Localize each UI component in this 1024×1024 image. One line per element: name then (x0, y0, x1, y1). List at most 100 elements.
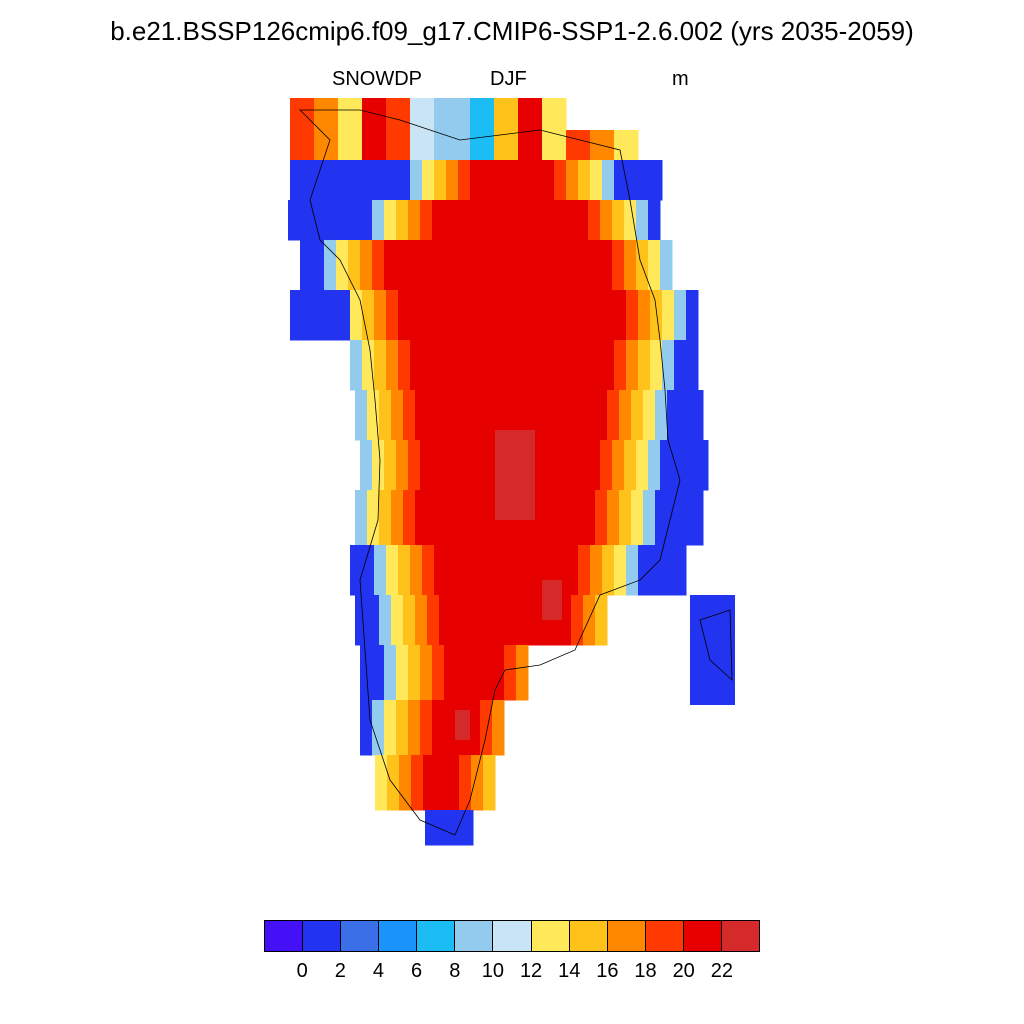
snow-depth-cell (456, 200, 469, 241)
snow-depth-cell (302, 130, 315, 161)
snow-depth-cell (595, 490, 608, 546)
snow-depth-cell (348, 200, 361, 241)
snow-depth-cell (444, 700, 457, 756)
snow-depth-cell (516, 240, 529, 291)
snow-depth-cell (362, 160, 375, 201)
coastline (299, 109, 733, 836)
snow-depth-cell (350, 290, 363, 341)
snow-depth-cell (602, 340, 615, 391)
snow-depth-cell (302, 160, 315, 201)
snow-depth-cell (470, 130, 483, 161)
snow-depth-cell (387, 755, 400, 811)
snow-depth-cell (314, 160, 327, 201)
colorbar-tick-label: 14 (558, 960, 581, 982)
snow-depth-cell (379, 390, 392, 441)
snow-depth-cell (590, 545, 603, 596)
snow-depth-cell (374, 130, 387, 161)
snow-depth-cell (504, 240, 517, 291)
snow-depth-cell (348, 240, 361, 291)
snow-depth-cell (648, 200, 661, 241)
snow-depth-cell (350, 340, 363, 391)
snow-depth-cell (506, 340, 519, 391)
snow-depth-cell (420, 700, 433, 756)
snow-depth-cell (482, 290, 495, 341)
snow-depth-cell (650, 160, 663, 201)
snow-depth-cell (290, 160, 303, 201)
snow-depth-cell (408, 200, 421, 241)
season-label: DJF (490, 68, 527, 90)
snow-depth-cell (432, 200, 445, 241)
snow-depth-cell (410, 160, 423, 201)
snow-depth-cell (492, 700, 505, 756)
snow-depth-cell (552, 440, 565, 491)
snow-depth-cell (326, 290, 339, 341)
snow-depth-cell (398, 545, 411, 596)
snow-depth-cell (447, 755, 460, 811)
snow-depth-cell (547, 490, 560, 546)
snow-depth-cell (674, 545, 687, 596)
snow-depth-cell (374, 98, 387, 131)
snow-depth-cell (372, 200, 385, 241)
colorbar-box (265, 921, 304, 951)
snow-depth-cell (542, 98, 555, 131)
colorbar-tick-label: 16 (596, 960, 619, 982)
snow-depth-cell (602, 160, 615, 201)
snow-depth-cell (662, 290, 675, 341)
snow-depth-cell (434, 130, 447, 161)
snow-depth-cell (492, 645, 505, 701)
snow-depth-cell (396, 200, 409, 241)
snow-depth-cell (516, 200, 529, 241)
snow-depth-cell (367, 595, 380, 646)
snow-depth-cell (355, 490, 368, 546)
snow-depth-cell (590, 290, 603, 341)
snow-depth-cell (506, 545, 519, 596)
snow-depth-cell (374, 290, 387, 341)
snow-depth-cell (578, 290, 591, 341)
snow-depth-cell (494, 130, 507, 161)
snow-depth-cell (367, 390, 380, 441)
snow-depth-cell (470, 545, 483, 596)
snow-depth-cell (638, 290, 651, 341)
snow-depth-cell (456, 440, 469, 491)
snow-depth-cell (667, 490, 680, 546)
snow-depth-cell (384, 200, 397, 241)
snow-depth-cell (451, 390, 464, 441)
snow-depth-cell (302, 290, 315, 341)
snow-depth-cell (444, 200, 457, 241)
snow-depth-cell (648, 240, 661, 291)
colorbar-box (303, 921, 342, 951)
snow-depth-cell (696, 440, 709, 491)
snow-depth-cell (506, 98, 519, 131)
snow-depth-cell (492, 200, 505, 241)
snow-depth-cell (475, 595, 488, 646)
snow-depth-cell (530, 98, 543, 131)
snow-depth-cell (583, 595, 596, 646)
snow-depth-cell (674, 290, 687, 341)
snow-depth-cell (350, 160, 363, 201)
snow-depth-cell (458, 545, 471, 596)
snow-depth-cell (482, 340, 495, 391)
snow-depth-cell (384, 440, 397, 491)
snow-depth-cell (415, 490, 428, 546)
snow-depth-cell (516, 645, 529, 701)
snow-depth-cell (504, 200, 517, 241)
colorbar-tick-label: 8 (449, 960, 461, 982)
snow-depth-cell (300, 200, 313, 241)
snow-depth-cell (324, 200, 337, 241)
snow-depth-cell (578, 160, 591, 201)
snow-depth-cell (420, 440, 433, 491)
snow-depth-cell (375, 755, 388, 811)
snow-depth-cell (410, 130, 423, 161)
snow-depth-cell (360, 200, 373, 241)
snow-depth-cell (475, 390, 488, 441)
snow-depth-cell (614, 160, 627, 201)
snow-depth-cell (600, 240, 613, 291)
snow-depth-cell (425, 810, 438, 846)
snow-depth-cell (624, 200, 637, 241)
colorbar-box (607, 921, 646, 951)
snow-depth-cell (602, 545, 615, 596)
snow-depth-cell (432, 440, 445, 491)
snow-depth-cell (559, 390, 572, 441)
snow-depth-cell (384, 645, 397, 701)
snow-depth-cell (451, 490, 464, 546)
